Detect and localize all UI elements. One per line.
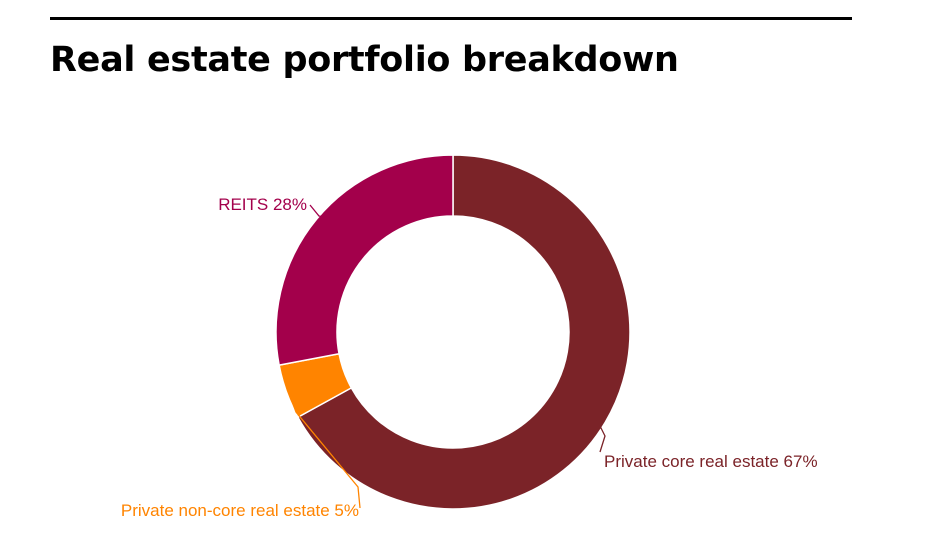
slice-private-core-real-estate [296, 154, 631, 510]
slice-reits [275, 154, 454, 367]
leader-line-reits [309, 204, 331, 219]
slice-label-private-non-core-real-estate: Private non-core real estate 5% [121, 501, 359, 520]
slice-label-reits: REITS 28% [218, 195, 307, 214]
leader-line-private-core-real-estate [596, 419, 606, 453]
slice-label-private-core-real-estate: Private core real estate 67% [604, 452, 818, 471]
leader-line-private-non-core-real-estate [287, 389, 361, 509]
top-rule [50, 17, 852, 20]
page-title: Real estate portfolio breakdown [50, 40, 679, 80]
